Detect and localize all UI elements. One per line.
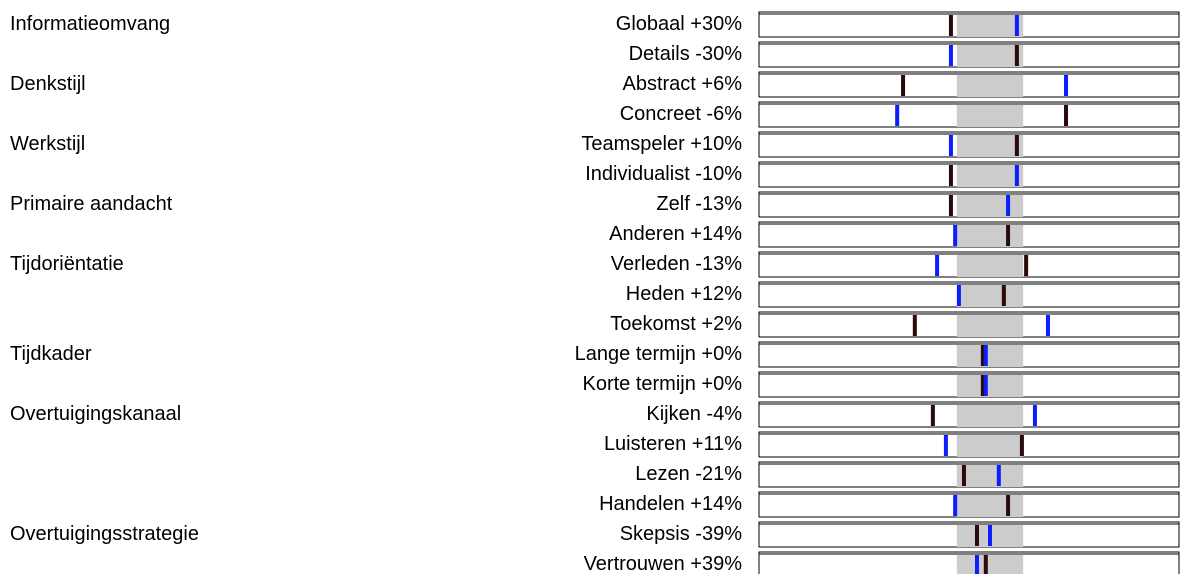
group-label: Primaire aandacht <box>10 193 173 215</box>
group-label: Tijdoriëntatie <box>10 253 124 275</box>
blue-marker <box>948 135 953 156</box>
band <box>956 345 1024 367</box>
blue-marker <box>1014 165 1019 186</box>
blue-marker <box>1014 15 1019 36</box>
band <box>956 315 1024 337</box>
group-label: Informatieomvang <box>10 13 170 35</box>
row-label: Verleden -13% <box>611 253 742 275</box>
blue-marker <box>953 225 958 246</box>
blue-marker <box>956 285 961 306</box>
blue-marker <box>953 495 958 516</box>
blue-marker <box>988 525 992 546</box>
dark-marker <box>912 315 917 336</box>
group-label: Overtuigingsstrategie <box>10 523 199 545</box>
group-label: Overtuigingskanaal <box>10 403 181 425</box>
group-label: Denkstijl <box>10 73 86 95</box>
dark-marker <box>948 195 953 216</box>
blue-marker <box>983 345 988 366</box>
blue-marker <box>948 45 953 66</box>
dark-marker <box>1019 435 1024 456</box>
dark-marker <box>901 75 906 96</box>
band <box>956 555 1024 574</box>
row-label: Toekomst +2% <box>610 313 742 335</box>
row-label: Skepsis -39% <box>620 523 742 545</box>
row-label: Handelen +14% <box>599 493 742 515</box>
dark-marker <box>1014 135 1019 156</box>
dark-marker <box>980 375 985 396</box>
band <box>956 495 1024 517</box>
band <box>956 225 1024 247</box>
blue-marker <box>996 465 1001 486</box>
dark-marker <box>1014 45 1019 66</box>
dark-marker <box>961 465 966 486</box>
row-label: Lange termijn +0% <box>575 343 743 365</box>
dark-marker <box>1001 285 1006 306</box>
blue-marker <box>974 555 979 574</box>
blue-marker <box>1045 315 1050 336</box>
band <box>956 75 1024 97</box>
dark-marker <box>983 555 988 574</box>
dark-marker <box>1024 255 1029 276</box>
band <box>956 165 1024 187</box>
band <box>956 435 1024 457</box>
band <box>956 135 1024 157</box>
band <box>956 45 1024 67</box>
row-label: Heden +12% <box>626 283 742 305</box>
row-label: Zelf -13% <box>656 193 742 215</box>
blue-marker <box>1032 405 1037 426</box>
blue-marker <box>983 375 988 396</box>
band <box>956 405 1024 427</box>
row-label: Individualist -10% <box>585 163 742 185</box>
blue-marker <box>895 105 900 126</box>
row-label: Abstract +6% <box>622 73 742 95</box>
row-label: Luisteren +11% <box>604 433 742 455</box>
dark-marker <box>974 525 979 546</box>
band <box>956 465 1024 487</box>
dark-marker <box>1064 105 1069 126</box>
dark-marker <box>980 345 985 366</box>
dark-marker <box>1006 495 1011 516</box>
band <box>956 15 1024 37</box>
blue-marker <box>1006 195 1011 216</box>
row-label: Lezen -21% <box>635 463 742 485</box>
row-label: Korte termijn +0% <box>582 373 742 395</box>
band <box>956 285 1024 307</box>
row-label: Kijken -4% <box>646 403 742 425</box>
row-label: Vertrouwen +39% <box>584 553 743 574</box>
row-label: Anderen +14% <box>609 223 742 245</box>
blue-marker <box>943 435 948 456</box>
group-label: Tijdkader <box>10 343 92 365</box>
row-label: Concreet -6% <box>620 103 742 125</box>
row-label: Details -30% <box>629 43 743 65</box>
band <box>956 255 1024 277</box>
blue-marker <box>935 255 940 276</box>
band <box>956 375 1024 397</box>
group-label: Werkstijl <box>10 133 85 155</box>
dark-marker <box>1006 225 1011 246</box>
row-label: Globaal +30% <box>616 13 742 35</box>
band <box>956 195 1024 217</box>
blue-marker <box>1064 75 1069 96</box>
dark-marker <box>948 165 953 186</box>
dark-marker <box>930 405 935 426</box>
dark-marker <box>948 15 953 36</box>
row-label: Teamspeler +10% <box>581 133 742 155</box>
band <box>956 105 1024 127</box>
